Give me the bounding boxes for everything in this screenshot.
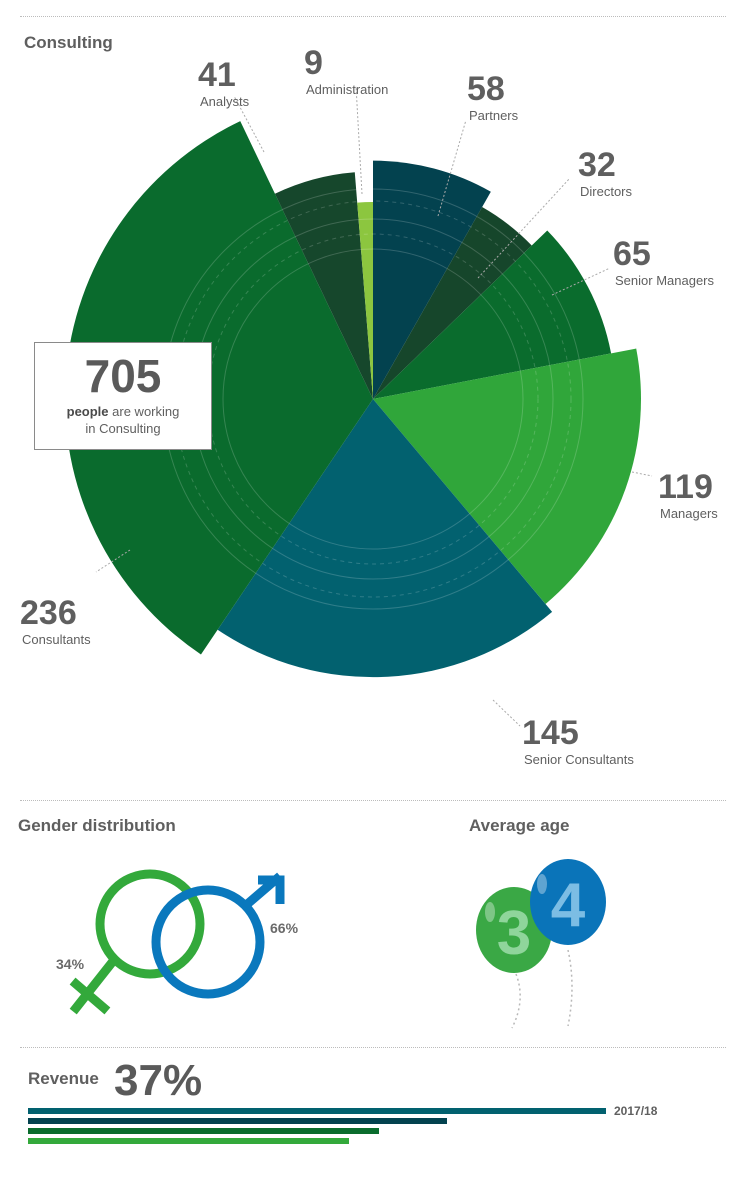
slice-value-label: 236 (20, 594, 77, 632)
slice-value-label: 65 (613, 235, 651, 273)
decor-ring (207, 233, 539, 565)
caption-line2: in Consulting (85, 421, 161, 436)
age-title: Average age (469, 816, 570, 835)
gender-symbols (69, 869, 285, 1015)
total-employees-box: 705 people are working in Consulting (34, 342, 212, 450)
age-digit-3: 3 (497, 899, 531, 968)
balloon-4-icon: 4 (530, 859, 606, 1027)
revenue-bar (28, 1108, 606, 1114)
pie-slice-administration (357, 202, 373, 399)
total-employees-caption: people are working in Consulting (35, 403, 211, 437)
revenue-year-label: 2017/18 (614, 1104, 658, 1118)
slice-value-label: 145 (522, 714, 579, 752)
slice-value-label: 119 (658, 468, 713, 506)
revenue-bar (28, 1118, 447, 1124)
slice-value-label: 41 (198, 56, 236, 94)
pie-slice-senior-managers (373, 230, 612, 399)
revenue-bar (28, 1128, 379, 1134)
caption-line1: are working (112, 404, 180, 419)
slice-value-label: 32 (578, 146, 616, 184)
pie-slice-directors (373, 207, 532, 399)
slice-name-label: Directors (580, 184, 633, 199)
leader-line (233, 95, 265, 153)
male-symbol-icon (151, 872, 285, 999)
leader-line (437, 119, 467, 217)
revenue-title: Revenue (28, 1069, 99, 1088)
slice-value-label: 9 (304, 44, 323, 82)
age-balloons: 3 4 (476, 859, 606, 1029)
pie-slice-managers (373, 348, 641, 605)
revenue-bar (28, 1138, 349, 1144)
total-employees-value: 705 (84, 350, 162, 402)
slice-name-label: Partners (469, 108, 519, 123)
slice-name-label: Administration (306, 82, 388, 97)
female-symbol-icon (69, 869, 205, 1015)
leader-line (551, 267, 611, 296)
male-percentage: 66% (270, 920, 299, 936)
pie-slice-partners (373, 160, 491, 399)
consulting-title: Consulting (24, 33, 113, 52)
decor-ring (174, 200, 572, 598)
pie-slice-consultants (64, 121, 373, 655)
pie-slice-analysts (274, 172, 373, 399)
age-digit-4: 4 (551, 871, 586, 940)
female-percentage: 34% (56, 956, 85, 972)
slice-name-label: Managers (660, 506, 718, 521)
slice-name-label: Senior Consultants (524, 752, 634, 767)
caption-bold: people (66, 404, 109, 419)
slice-name-label: Consultants (22, 632, 91, 647)
decor-ring (222, 248, 524, 550)
leader-line (631, 471, 653, 477)
gender-title: Gender distribution (18, 816, 176, 835)
leader-line (95, 549, 131, 573)
top-divider (20, 16, 726, 17)
leader-line (477, 177, 571, 279)
revenue-value: 37% (114, 1056, 203, 1105)
pie-slice-senior-consultants (217, 399, 553, 678)
slice-value-label: 58 (467, 70, 505, 108)
leader-line (355, 85, 363, 195)
bottom-divider (20, 1047, 726, 1048)
slice-name-label: Analysts (200, 94, 250, 109)
slice-name-label: Senior Managers (615, 273, 714, 288)
middle-divider (20, 800, 726, 801)
leader-line (492, 699, 521, 727)
